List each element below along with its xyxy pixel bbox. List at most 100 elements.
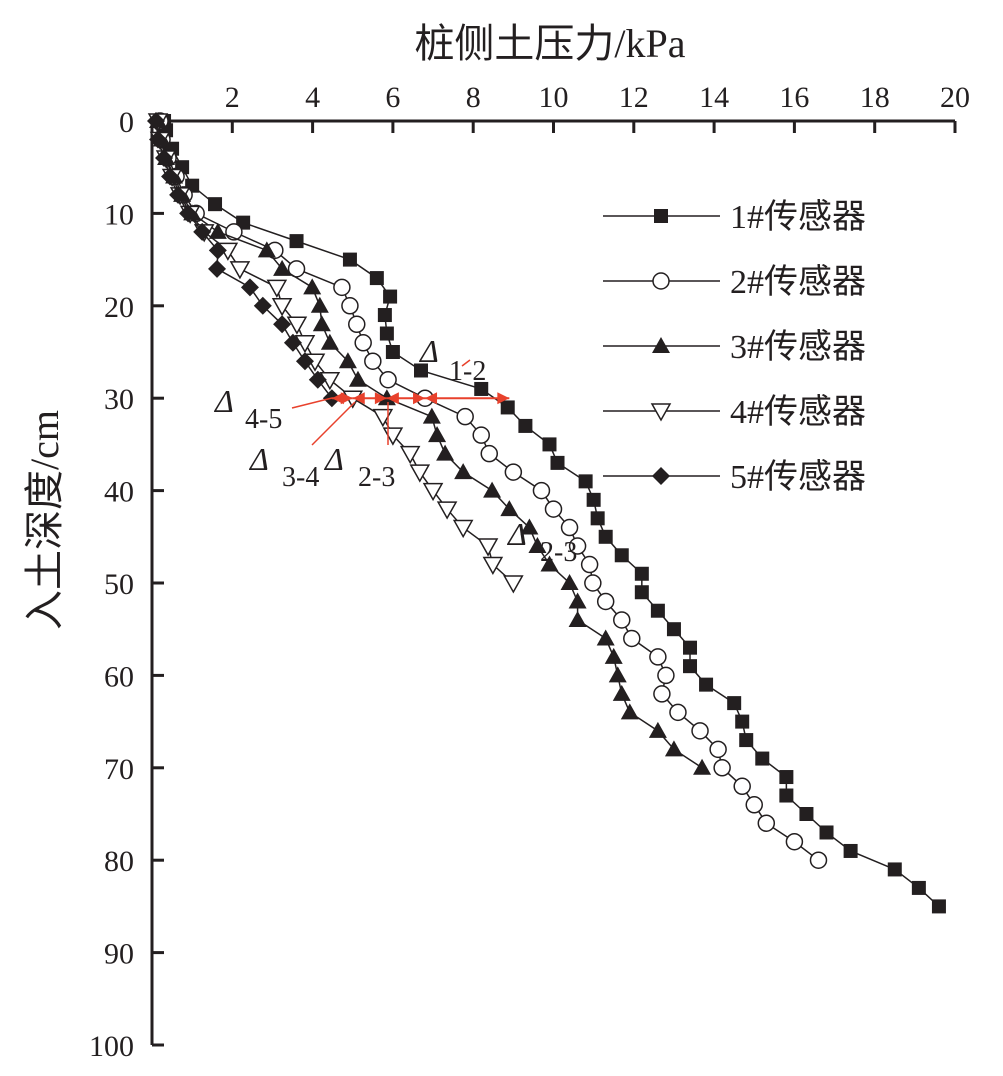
data-point — [338, 352, 357, 369]
data-point — [931, 899, 946, 914]
y-tick-label: 100 — [89, 1030, 134, 1063]
data-point — [333, 278, 351, 297]
arrow-head — [374, 392, 387, 405]
data-point — [483, 481, 502, 498]
data-point — [271, 298, 293, 317]
data-point — [422, 482, 444, 502]
data-point — [809, 851, 828, 869]
delta-label: Δ — [506, 516, 527, 552]
y-tick-label: 20 — [104, 291, 134, 324]
data-point — [482, 556, 504, 576]
data-point — [669, 703, 687, 722]
data-point — [472, 426, 490, 444]
data-point — [584, 574, 602, 592]
x-tick-label: 18 — [860, 81, 890, 114]
data-point — [253, 296, 272, 315]
data-point — [779, 770, 794, 785]
delta-label: Δ — [323, 441, 344, 477]
leader-line — [461, 359, 471, 367]
x-axis-title: 桩侧土压力/kPa — [414, 21, 685, 66]
data-point — [532, 481, 551, 500]
data-point — [273, 315, 292, 334]
data-point — [819, 825, 834, 840]
data-point — [657, 666, 675, 685]
series-4 — [147, 113, 524, 594]
legend-marker — [650, 403, 672, 422]
data-point — [436, 444, 455, 461]
data-point — [598, 529, 613, 544]
data-point — [348, 315, 366, 334]
data-point — [518, 418, 533, 433]
data-point — [580, 555, 599, 574]
data-point — [208, 197, 223, 212]
y-tick-label: 40 — [104, 476, 134, 509]
data-point — [456, 407, 474, 426]
x-tick-label: 6 — [385, 81, 400, 114]
x-tick-label: 4 — [305, 81, 320, 114]
data-point — [568, 592, 587, 609]
data-point — [379, 370, 397, 389]
data-point — [604, 647, 623, 664]
x-tick-label: 8 — [466, 81, 481, 114]
delta-subscript: 1-2 — [449, 356, 486, 387]
data-point — [312, 315, 331, 332]
data-point — [179, 204, 198, 223]
data-point — [560, 518, 579, 537]
data-point — [779, 788, 794, 803]
series-5 — [147, 112, 341, 408]
legend-label: 5#传感器 — [730, 458, 866, 496]
data-point — [544, 500, 563, 518]
arrow-head — [425, 392, 438, 405]
data-point — [520, 518, 539, 535]
data-point — [528, 537, 547, 554]
data-point — [683, 640, 698, 655]
y-tick-label: 90 — [104, 938, 134, 971]
data-point — [568, 610, 587, 627]
data-point — [785, 832, 804, 851]
legend-marker — [652, 467, 670, 485]
legend-label: 4#传感器 — [730, 393, 866, 431]
data-point — [755, 751, 770, 766]
data-point — [383, 289, 398, 304]
data-point — [161, 167, 180, 186]
data-point — [308, 370, 327, 389]
y-tick-label: 30 — [104, 383, 134, 416]
data-point — [542, 437, 557, 452]
leader-line — [291, 397, 333, 409]
data-point — [560, 574, 579, 590]
data-point — [648, 721, 667, 738]
data-point — [691, 722, 709, 740]
data-point — [613, 611, 631, 629]
series-2 — [151, 112, 828, 869]
data-point — [503, 575, 524, 594]
data-point — [634, 566, 649, 581]
data-point — [650, 603, 665, 618]
data-point — [620, 703, 639, 720]
data-point — [414, 363, 429, 378]
data-point — [289, 234, 304, 249]
y-tick-label: 10 — [104, 198, 134, 231]
data-point — [295, 352, 314, 371]
data-point — [477, 538, 499, 557]
delta-label: Δ — [418, 333, 439, 369]
data-point — [320, 333, 339, 350]
data-point — [586, 492, 601, 507]
legend-label: 1#传感器 — [730, 198, 866, 236]
data-point — [169, 185, 188, 204]
data-point — [155, 148, 174, 167]
data-point — [614, 548, 629, 563]
data-point — [454, 463, 473, 480]
arrow-head — [497, 392, 510, 405]
data-point — [653, 685, 671, 703]
data-point — [480, 444, 499, 463]
data-point — [342, 252, 357, 267]
data-point — [364, 352, 382, 370]
arrow-head — [413, 392, 426, 405]
data-point — [713, 759, 731, 777]
data-point — [911, 880, 926, 895]
data-point — [341, 297, 359, 315]
legend-marker — [654, 209, 668, 223]
data-point — [303, 278, 322, 295]
data-point — [683, 659, 698, 674]
data-point — [664, 740, 683, 757]
